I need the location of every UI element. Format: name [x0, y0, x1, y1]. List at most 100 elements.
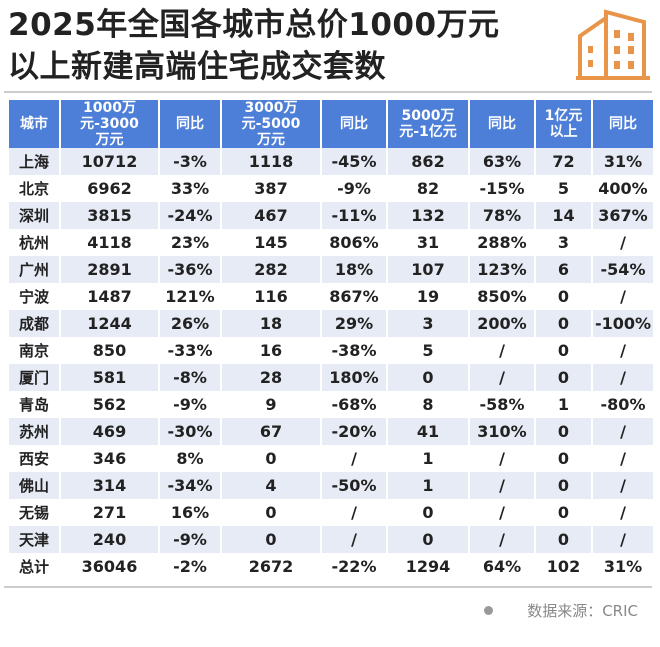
table-row: 深圳 3815 -24% 467 -11% 132 78% 14 367% [9, 202, 653, 229]
value-cell: 850% [477, 287, 527, 306]
value-cell: 29% [322, 310, 386, 337]
value-cell: 0 [536, 364, 591, 391]
value-cell: 469 [61, 418, 158, 445]
table-row: 广州 2891 -36% 282 18% 107 123% 6 -54% [9, 256, 653, 283]
value-cell: 132 [388, 202, 468, 229]
value-cell: 16 [259, 341, 283, 360]
title-line-1: 2025年全国各城市总价1000万元 [8, 7, 500, 43]
table-row: 苏州 469 -30% 67 -20% 41 310% 0/ [9, 418, 653, 445]
city-cell: 佛山 [9, 472, 59, 499]
value-cell: 862 [388, 148, 468, 175]
table-row: 南京 850 -33% 16 -38% 5 / 0 / [9, 337, 653, 364]
column-header: 城市 [9, 100, 59, 148]
value-cell: 1487 [87, 287, 132, 306]
value-cell: 400% [598, 179, 648, 198]
value-cell: -15% [479, 179, 525, 198]
value-cell: 18% [322, 256, 386, 283]
value-cell: / [620, 449, 626, 468]
column-header-label: 3000万元-5000万元 [241, 100, 301, 148]
value-cell: 18 [222, 310, 320, 337]
city-cell: 深圳 [9, 202, 59, 229]
city-cell: 成都 [9, 310, 59, 337]
table-row: 青岛 562 -9% 9 -68% 8 -58% 1 -80% [9, 391, 653, 418]
divider [4, 91, 652, 93]
column-header: 3000万元-5000万元 [222, 100, 320, 148]
table-row: 杭州 4118 23% 145 806% 31 288% 3 / [9, 229, 653, 256]
value-cell: / [620, 341, 626, 360]
column-header: 同比 [470, 100, 534, 148]
value-cell: / [620, 287, 626, 306]
value-cell: 6 [536, 256, 591, 283]
source-text: 数据来源：CRIC [527, 602, 638, 620]
value-cell: -58% [479, 395, 525, 414]
value-cell: 41 [388, 418, 468, 445]
column-header-label: 同比 [488, 116, 516, 132]
value-cell: 240 [61, 526, 158, 553]
divider [4, 586, 652, 588]
value-cell: 180% [322, 364, 386, 391]
value-cell: -2% [173, 557, 207, 576]
table-row: 天津 240 -9% 0/0/0/ [9, 526, 653, 553]
value-cell: -3% [160, 148, 220, 175]
city-cell: 总计 [18, 558, 49, 576]
value-cell: 82 [416, 179, 440, 198]
city-cell: 杭州 [18, 234, 49, 252]
value-cell: / [620, 233, 626, 252]
value-cell: / [593, 418, 653, 445]
value-cell: -33% [167, 341, 213, 360]
value-cell: 562 [92, 395, 127, 414]
value-cell: -30% [160, 418, 220, 445]
value-cell: / [593, 472, 653, 499]
city-cell: 北京 [18, 180, 49, 198]
source-note: 数据来源：CRIC [484, 600, 638, 621]
value-cell: -11% [322, 202, 386, 229]
value-cell: -22% [331, 557, 377, 576]
value-cell: 23% [170, 233, 210, 252]
table-row: 宁波 1487 121% 116 867% 19 850% 0 / [9, 283, 653, 310]
value-cell: 8 [422, 395, 434, 414]
value-cell: 0 [422, 503, 434, 522]
value-cell: 367% [593, 202, 653, 229]
value-cell: 4 [222, 472, 320, 499]
value-cell: 314 [61, 472, 158, 499]
value-cell: / [470, 364, 534, 391]
value-cell: 121% [165, 287, 215, 306]
value-cell: / [499, 449, 505, 468]
column-header-label: 1000万元-3000万元 [80, 100, 139, 148]
value-cell: 2672 [248, 557, 294, 576]
value-cell: 64% [482, 557, 522, 576]
value-cell: 346 [92, 449, 127, 468]
value-cell: 0 [557, 341, 570, 360]
value-cell: 0 [536, 472, 591, 499]
table-row: 北京 6962 33% 387 -9% 82 -15% 5 400% [9, 175, 653, 202]
value-cell: 1 [422, 449, 434, 468]
city-cell: 天津 [9, 526, 59, 553]
value-cell: 1 [557, 395, 570, 414]
value-cell: -8% [160, 364, 220, 391]
value-cell: 0 [536, 310, 591, 337]
column-header-label: 同比 [176, 116, 204, 132]
value-cell: 10712 [61, 148, 158, 175]
value-cell: 107 [388, 256, 468, 283]
value-cell: / [499, 341, 505, 360]
city-cell: 西安 [18, 450, 49, 468]
value-cell: 387 [254, 179, 288, 198]
value-cell: -68% [331, 395, 377, 414]
bullet-icon [484, 606, 494, 615]
value-cell: 63% [470, 148, 534, 175]
value-cell: 78% [470, 202, 534, 229]
value-cell: 102 [546, 557, 581, 576]
value-cell: 31% [593, 148, 653, 175]
value-cell: -34% [160, 472, 220, 499]
title-line-2: 以上新建高端住宅成交套数 [8, 49, 386, 85]
city-cell: 宁波 [18, 288, 49, 306]
value-cell: 14 [536, 202, 591, 229]
table-row: 佛山 314 -34% 4 -50% 1/0/ [9, 472, 653, 499]
value-cell: -45% [322, 148, 386, 175]
city-cell: 南京 [18, 342, 49, 360]
value-cell: 0 [557, 503, 570, 522]
value-cell: 806% [329, 233, 379, 252]
value-cell: 850 [92, 341, 127, 360]
table-row: 无锡 271 16% 0 / 0 / 0 / [9, 499, 653, 526]
value-cell: / [470, 526, 534, 553]
